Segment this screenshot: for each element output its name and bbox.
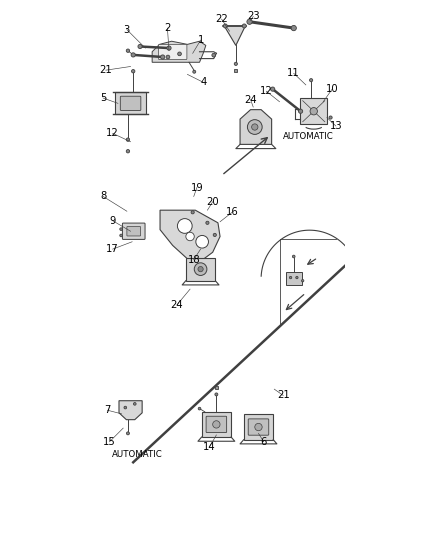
- Circle shape: [206, 221, 209, 224]
- Circle shape: [310, 108, 318, 115]
- Circle shape: [234, 62, 237, 66]
- Circle shape: [194, 263, 207, 276]
- Text: 4: 4: [200, 77, 206, 87]
- Circle shape: [134, 402, 136, 405]
- Text: 7: 7: [104, 405, 111, 415]
- Circle shape: [247, 19, 252, 25]
- Text: 9: 9: [110, 216, 116, 225]
- Bar: [186, 257, 215, 281]
- Text: 12: 12: [106, 128, 119, 139]
- Text: 6: 6: [261, 437, 267, 447]
- Circle shape: [198, 407, 201, 410]
- Circle shape: [223, 24, 227, 28]
- Polygon shape: [160, 210, 220, 261]
- FancyBboxPatch shape: [120, 96, 141, 110]
- Text: 13: 13: [329, 121, 342, 131]
- Circle shape: [186, 232, 194, 241]
- Bar: [215, 386, 218, 389]
- Circle shape: [166, 55, 170, 59]
- Circle shape: [193, 70, 196, 73]
- Text: 8: 8: [100, 191, 106, 201]
- Circle shape: [291, 26, 297, 31]
- Text: 21: 21: [99, 65, 112, 75]
- Text: 21: 21: [277, 391, 290, 400]
- Text: 5: 5: [100, 93, 106, 103]
- Circle shape: [293, 255, 295, 258]
- Text: 10: 10: [326, 84, 339, 94]
- Circle shape: [301, 279, 304, 282]
- Circle shape: [138, 44, 142, 49]
- Circle shape: [252, 124, 258, 130]
- Text: 23: 23: [247, 12, 260, 21]
- Polygon shape: [224, 26, 245, 45]
- Circle shape: [120, 234, 122, 237]
- Circle shape: [247, 119, 262, 134]
- Polygon shape: [152, 41, 206, 62]
- Circle shape: [242, 24, 246, 28]
- Text: 12: 12: [260, 86, 273, 96]
- Circle shape: [161, 55, 165, 59]
- Circle shape: [329, 116, 332, 119]
- Bar: [300, 98, 328, 124]
- Circle shape: [296, 277, 298, 279]
- Circle shape: [131, 69, 135, 73]
- FancyBboxPatch shape: [122, 223, 145, 239]
- Text: AUTOMATIC: AUTOMATIC: [112, 450, 163, 459]
- Circle shape: [127, 432, 129, 435]
- Circle shape: [215, 393, 218, 396]
- Bar: [286, 272, 302, 285]
- Circle shape: [126, 138, 130, 141]
- Text: 18: 18: [187, 255, 200, 265]
- Circle shape: [212, 53, 215, 57]
- Text: 19: 19: [191, 182, 203, 192]
- Bar: [115, 92, 146, 115]
- Circle shape: [178, 52, 181, 55]
- Circle shape: [167, 46, 171, 50]
- Circle shape: [290, 277, 292, 279]
- Circle shape: [126, 150, 130, 153]
- Text: 1: 1: [198, 35, 204, 45]
- Circle shape: [124, 406, 127, 409]
- Circle shape: [255, 423, 262, 431]
- Bar: [244, 414, 273, 440]
- Text: 22: 22: [215, 14, 228, 24]
- Text: 17: 17: [106, 244, 119, 254]
- Circle shape: [126, 49, 130, 52]
- Text: 24: 24: [244, 95, 257, 104]
- Text: 16: 16: [226, 207, 239, 217]
- Text: 14: 14: [203, 442, 216, 452]
- Polygon shape: [240, 110, 272, 144]
- Circle shape: [191, 211, 194, 214]
- Text: 24: 24: [170, 300, 183, 310]
- FancyBboxPatch shape: [248, 419, 269, 435]
- Polygon shape: [119, 401, 142, 419]
- Circle shape: [213, 233, 216, 237]
- Text: 15: 15: [103, 437, 116, 447]
- FancyBboxPatch shape: [206, 416, 226, 433]
- Circle shape: [213, 421, 220, 428]
- Circle shape: [271, 87, 275, 91]
- Circle shape: [298, 109, 303, 114]
- FancyBboxPatch shape: [159, 44, 187, 60]
- FancyBboxPatch shape: [127, 227, 141, 236]
- Circle shape: [310, 78, 313, 82]
- Bar: [201, 412, 231, 437]
- Text: 11: 11: [287, 68, 300, 78]
- Text: AUTOMATIC: AUTOMATIC: [283, 132, 334, 141]
- Bar: [234, 69, 237, 71]
- Text: 2: 2: [164, 23, 171, 33]
- Circle shape: [198, 266, 203, 272]
- Circle shape: [196, 236, 208, 248]
- Circle shape: [131, 53, 135, 57]
- Circle shape: [120, 228, 122, 230]
- Text: 3: 3: [124, 25, 130, 35]
- Text: 20: 20: [206, 197, 219, 207]
- Circle shape: [177, 219, 192, 233]
